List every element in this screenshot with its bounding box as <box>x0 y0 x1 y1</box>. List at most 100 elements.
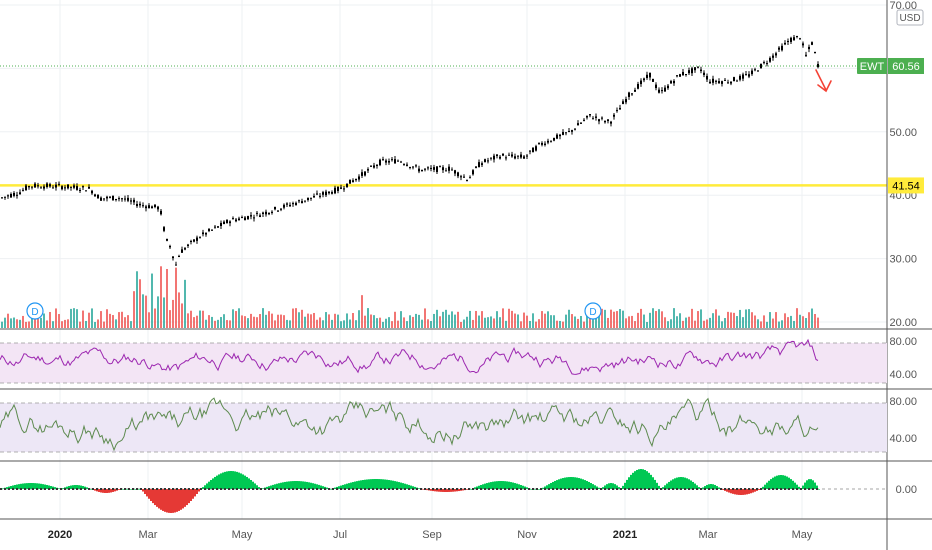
histogram-bar <box>218 474 220 489</box>
candle-body <box>361 172 363 176</box>
histogram-bar <box>742 489 744 495</box>
symbol-badge: EWT <box>857 58 887 74</box>
histogram-dot <box>308 488 310 490</box>
histogram-bar <box>382 479 384 489</box>
volume-bar <box>154 308 156 328</box>
currency-badge[interactable]: USD <box>896 9 924 26</box>
histogram-bar <box>526 487 528 489</box>
histogram-bar <box>412 486 414 489</box>
histogram-dot <box>568 488 570 490</box>
volume-bar <box>277 314 279 328</box>
histogram-bar <box>268 486 270 489</box>
histogram-bar <box>546 485 548 489</box>
candle-body <box>628 92 630 97</box>
histogram-dot <box>740 488 742 490</box>
histogram-dot <box>500 488 502 490</box>
volume-bar <box>814 313 816 328</box>
histogram-bar <box>130 489 132 490</box>
volume-bar <box>274 320 276 328</box>
time-tick-label: Mar <box>699 529 718 541</box>
dividend-marker[interactable] <box>584 302 602 320</box>
histogram-dot <box>776 488 778 490</box>
volume-bar <box>286 319 288 328</box>
candle-body <box>760 63 762 69</box>
histogram-dot <box>384 488 386 490</box>
histogram-bar <box>522 485 524 489</box>
volume-bar <box>229 320 231 328</box>
histogram-dot <box>88 488 90 490</box>
histogram-bar <box>678 477 680 489</box>
volume-bar <box>361 295 363 328</box>
histogram-dot <box>728 488 730 490</box>
candle-body <box>16 194 18 196</box>
histogram-bar <box>112 489 114 492</box>
candle-body <box>451 169 453 171</box>
candle-body <box>574 128 576 130</box>
histogram-bar <box>350 482 352 489</box>
volume-bar <box>712 313 714 328</box>
volume-bar <box>748 309 750 328</box>
histogram-bar <box>230 471 232 489</box>
candle-body <box>352 180 354 183</box>
candle-body <box>766 63 768 65</box>
volume-bar <box>469 310 471 328</box>
candle-body <box>235 219 237 222</box>
histogram-bar <box>54 487 56 489</box>
candle-body <box>586 115 588 118</box>
candle-body <box>31 186 33 188</box>
histogram-dot <box>716 488 718 490</box>
histogram-bar <box>246 476 248 489</box>
histogram-bar <box>722 489 724 490</box>
candle-body <box>205 232 207 235</box>
histogram-dot <box>324 488 326 490</box>
histogram-dot <box>100 488 102 490</box>
candle-body <box>799 38 801 40</box>
volume-bar <box>319 317 321 328</box>
histogram-bar <box>296 481 298 489</box>
volume-bar <box>760 321 762 328</box>
histogram-bar <box>146 489 148 497</box>
volume-bar <box>598 315 600 328</box>
candle-body <box>97 194 99 199</box>
volume-bar <box>805 318 807 328</box>
candle-body <box>511 154 513 157</box>
candle-body <box>403 164 405 166</box>
volume-bar <box>193 317 195 328</box>
candle-body <box>61 186 63 190</box>
histogram-bar <box>758 489 760 490</box>
volume-bar <box>10 318 12 328</box>
histogram-bar <box>346 483 348 489</box>
histogram-dot <box>80 488 82 490</box>
volume-bar <box>463 319 465 328</box>
histogram-bar <box>506 481 508 489</box>
volume-bar <box>775 312 777 328</box>
histogram-bar <box>228 471 230 489</box>
indicator-line <box>0 397 819 452</box>
histogram-bar <box>776 475 778 489</box>
histogram-bar <box>636 469 638 489</box>
histogram-dot <box>392 488 394 490</box>
volume-bar <box>673 308 675 328</box>
time-tick-label: Mar <box>139 529 158 541</box>
dividend-marker[interactable] <box>26 302 44 320</box>
histogram-dot <box>260 488 262 490</box>
histogram-bar <box>8 486 10 489</box>
time-tick-label: Sep <box>422 529 442 541</box>
histogram-dot <box>288 488 290 490</box>
volume-bar <box>37 318 39 328</box>
histogram-bar <box>664 485 666 489</box>
candle-body <box>13 192 15 196</box>
histogram-dot <box>12 488 14 490</box>
volume-bar <box>160 266 162 328</box>
histogram-bar <box>168 489 170 513</box>
histogram-bar <box>70 485 72 489</box>
volume-bar <box>262 308 264 328</box>
volume-bar <box>766 321 768 328</box>
volume-bar <box>157 296 159 328</box>
histogram-bar <box>118 489 120 490</box>
dividend-label: D <box>589 307 596 318</box>
candle-body <box>814 52 816 54</box>
volume-bar <box>115 319 117 328</box>
candle-body <box>445 170 447 172</box>
